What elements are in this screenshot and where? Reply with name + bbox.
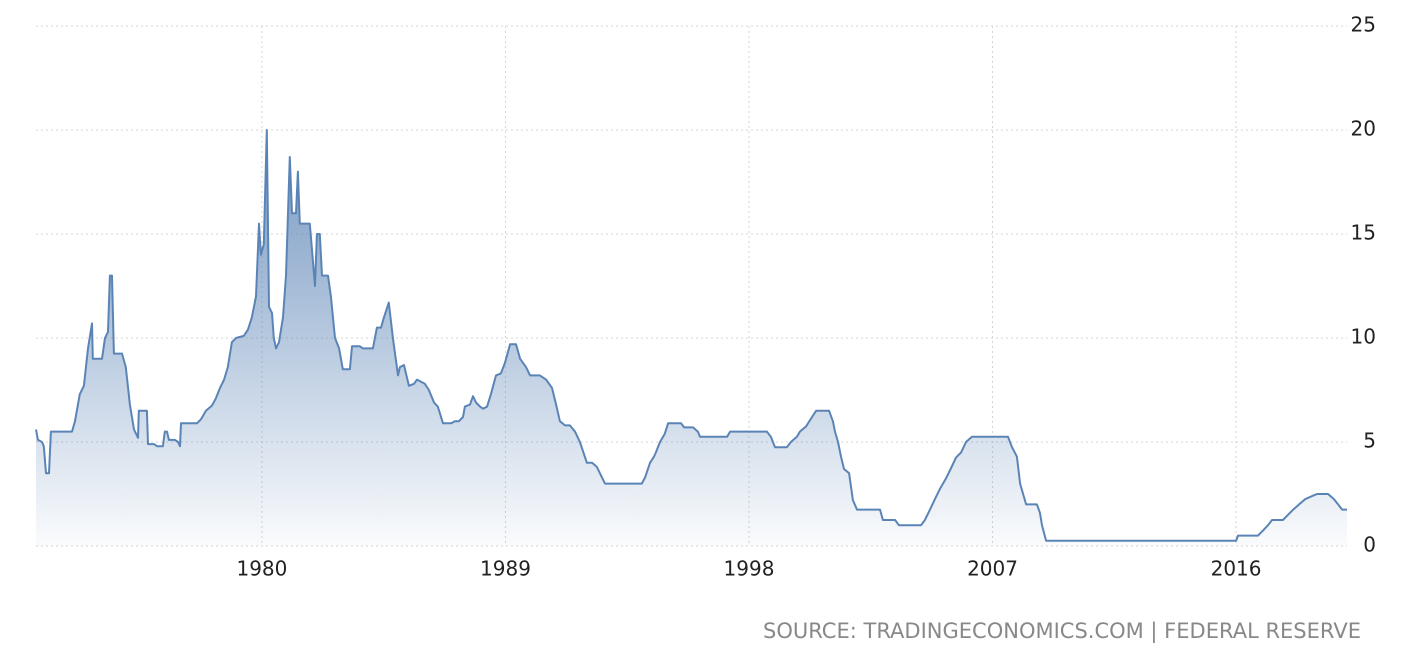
x-tick-label: 2007 [967,557,1018,581]
source: SOURCE: TRADINGECONOMICS.COM | FEDERAL R… [763,619,1361,644]
y-tick-label: 25 [1351,13,1376,37]
x-tick-label: 1980 [236,557,287,581]
x-tick-label: 1998 [724,557,775,581]
y-tick-label: 0 [1363,533,1376,557]
x-tick-label: 1989 [480,557,531,581]
x-tick-label: 2016 [1211,557,1262,581]
y-tick-label: 10 [1351,325,1376,349]
area-fill [36,130,1347,546]
y-tick-label: 15 [1351,221,1376,245]
line [35,129,1347,542]
y-tick-label: 5 [1363,429,1376,453]
y-tick-label: 20 [1351,117,1376,141]
